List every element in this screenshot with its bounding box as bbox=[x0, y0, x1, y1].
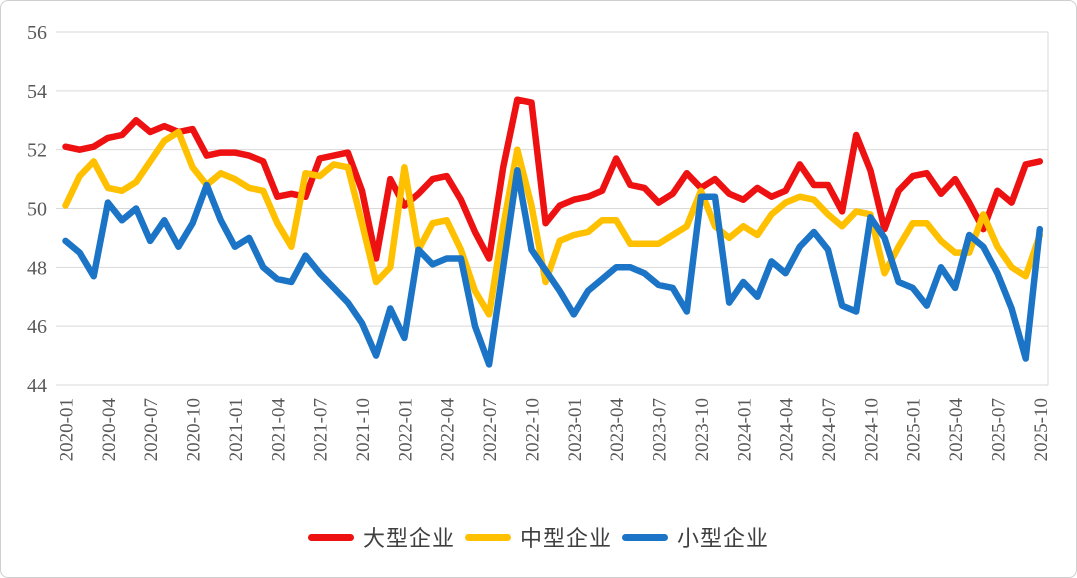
x-tick-label-2021-10: 2021-10 bbox=[353, 398, 374, 461]
chart-legend: 大型企业 中型企业 小型企业 bbox=[1, 521, 1076, 553]
y-tick-label-54: 54 bbox=[27, 81, 47, 103]
legend-swatch-medium bbox=[464, 533, 511, 541]
series-line-small bbox=[62, 167, 1044, 368]
x-tick-label-2020-04: 2020-04 bbox=[99, 398, 120, 462]
x-tick-label-2024-10: 2024-10 bbox=[861, 398, 882, 461]
y-tick-label-56: 56 bbox=[27, 22, 47, 44]
x-tick-label-2025-10: 2025-10 bbox=[1031, 398, 1052, 461]
x-tick-label-2021-01: 2021-01 bbox=[226, 398, 247, 461]
legend-label-small: 小型企业 bbox=[677, 526, 770, 551]
x-tick-label-2021-04: 2021-04 bbox=[268, 398, 289, 462]
x-tick-label-2020-01: 2020-01 bbox=[57, 398, 78, 461]
y-tick-label-46: 46 bbox=[27, 316, 47, 338]
x-tick-label-2024-04: 2024-04 bbox=[777, 398, 798, 462]
x-tick-label-2023-01: 2023-01 bbox=[565, 398, 586, 461]
x-tick-label-2020-07: 2020-07 bbox=[141, 398, 162, 461]
x-tick-label-2022-04: 2022-04 bbox=[438, 398, 459, 462]
series-line-large bbox=[62, 96, 1044, 262]
x-tick-label-2022-10: 2022-10 bbox=[522, 398, 543, 461]
x-tick-label-2024-07: 2024-07 bbox=[819, 398, 840, 461]
legend-label-medium: 中型企业 bbox=[519, 526, 612, 551]
legend-swatch-small bbox=[622, 533, 668, 541]
x-tick-label-2023-10: 2023-10 bbox=[692, 398, 713, 461]
x-tick-label-2023-07: 2023-07 bbox=[650, 398, 671, 461]
series-line-medium bbox=[62, 128, 1044, 318]
legend-label-large: 大型企业 bbox=[362, 526, 455, 551]
legend-item-large: 大型企业 bbox=[307, 521, 455, 553]
legend-item-medium: 中型企业 bbox=[464, 521, 612, 553]
y-tick-label-44: 44 bbox=[27, 375, 47, 397]
x-tick-label-2025-04: 2025-04 bbox=[946, 398, 967, 462]
y-tick-label-52: 52 bbox=[27, 140, 47, 162]
y-tick-label-48: 48 bbox=[27, 257, 47, 279]
x-tick-label-2024-01: 2024-01 bbox=[734, 398, 755, 461]
x-tick-label-2023-04: 2023-04 bbox=[607, 398, 628, 462]
x-tick-label-2025-07: 2025-07 bbox=[988, 398, 1009, 461]
x-tick-label-2020-10: 2020-10 bbox=[184, 398, 205, 461]
x-tick-label-2021-07: 2021-07 bbox=[311, 398, 332, 461]
y-tick-label-50: 50 bbox=[27, 199, 47, 221]
legend-item-small: 小型企业 bbox=[622, 521, 769, 553]
x-tick-label-2022-07: 2022-07 bbox=[480, 398, 501, 461]
legend-swatch-large bbox=[307, 533, 354, 541]
x-tick-label-2022-01: 2022-01 bbox=[395, 398, 416, 461]
x-tick-label-2025-01: 2025-01 bbox=[904, 398, 925, 461]
